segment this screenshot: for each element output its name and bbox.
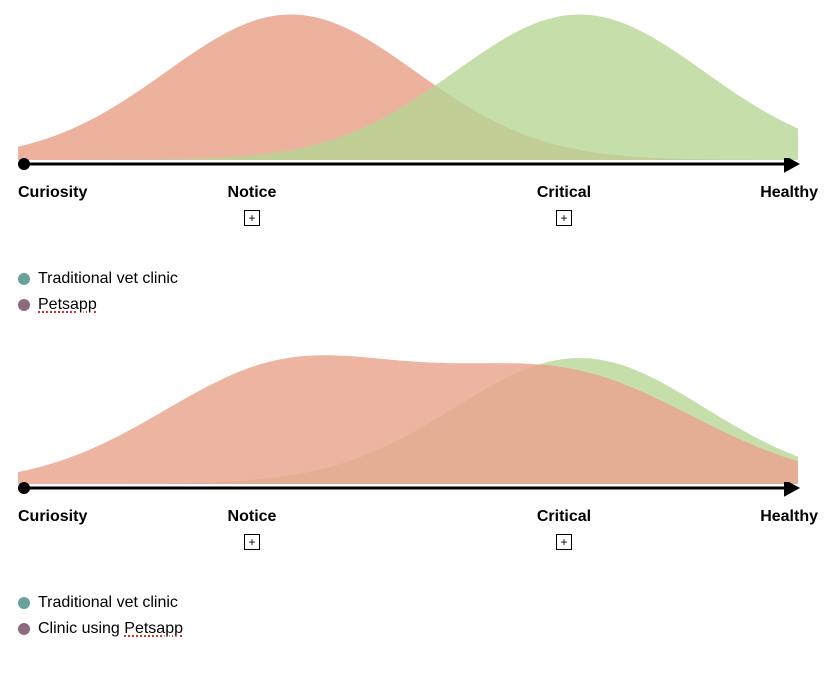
chart-1-curves: [18, 10, 798, 160]
legend-dot-icon: [18, 273, 30, 285]
legend-label: Clinic using Petsapp: [38, 620, 183, 638]
chart-1-axis: [18, 158, 802, 176]
legend-dot-icon: [18, 299, 30, 311]
legend-item: Traditional vet clinic: [18, 594, 840, 612]
axis-label-curiosity: Curiosity: [18, 508, 87, 526]
axis-label-critical: Critical: [537, 184, 591, 202]
axis-label-critical: Critical: [537, 508, 591, 526]
legend-dot-icon: [18, 623, 30, 635]
legend-label: Traditional vet clinic: [38, 594, 178, 612]
chart-2-labels: Curiosity Notice Critical Healthy: [18, 508, 818, 534]
chart-2-plus-row: ++: [18, 534, 818, 554]
axis-start-dot: [18, 158, 30, 170]
axis-arrowhead: [784, 158, 800, 173]
axis-label-healthy: Healthy: [760, 184, 818, 202]
density-curve-salmon: [18, 355, 798, 484]
legend-item: Traditional vet clinic: [18, 270, 840, 288]
axis-label-curiosity: Curiosity: [18, 184, 87, 202]
chart-1-labels: Curiosity Notice Critical Healthy: [18, 184, 818, 210]
chart-2-axis: [18, 482, 802, 500]
legend-label: Petsapp: [38, 296, 97, 314]
plus-marker-critical: +: [556, 210, 572, 226]
legend-2: Traditional vet clinic Clinic using Petsa…: [18, 594, 840, 638]
chart-1: CuriosityNoticeCriticalHealthy ++: [18, 10, 818, 230]
legend-item: Petsapp: [18, 296, 840, 314]
axis-start-dot: [18, 482, 30, 494]
legend-1: Traditional vet clinic Petsapp: [18, 270, 840, 314]
legend-item: Clinic using Petsapp: [18, 620, 840, 638]
axis-label-notice: Notice: [228, 508, 277, 526]
axis-arrowhead: [784, 482, 800, 497]
plus-marker-critical: +: [556, 534, 572, 550]
chart-2-curves: [18, 344, 798, 484]
legend-label: Traditional vet clinic: [38, 270, 178, 288]
chart-2: CuriosityNoticeCriticalHealthy ++: [18, 344, 818, 554]
axis-label-healthy: Healthy: [760, 508, 818, 526]
axis-label-notice: Notice: [228, 184, 277, 202]
legend-dot-icon: [18, 597, 30, 609]
plus-marker-notice: +: [244, 210, 260, 226]
chart-1-plus-row: ++: [18, 210, 818, 230]
plus-marker-notice: +: [244, 534, 260, 550]
